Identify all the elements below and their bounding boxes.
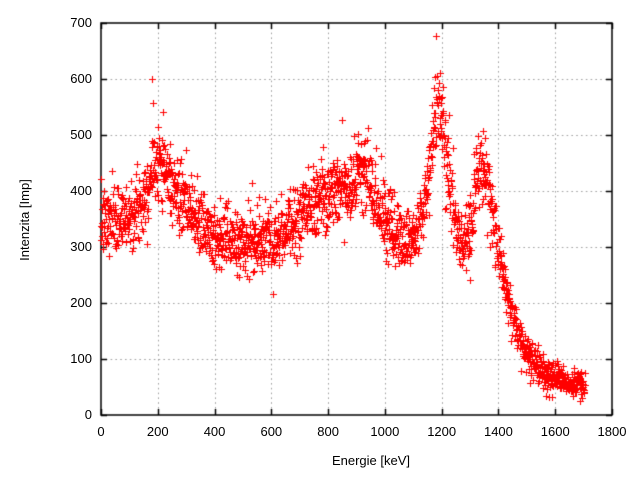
x-tick-label: 1800 (597, 424, 627, 439)
x-tick-label: 800 (317, 424, 339, 439)
x-tick-label: 1000 (370, 424, 400, 439)
y-tick-label: 200 (70, 295, 92, 310)
x-axis-title: Energie [keV] (331, 453, 411, 468)
x-tick-label: 0 (97, 424, 105, 439)
y-tick-label: 500 (70, 127, 92, 142)
x-tick-label: 200 (146, 424, 169, 439)
y-tick-label: 600 (70, 71, 92, 86)
y-tick-label: 100 (70, 351, 92, 366)
y-tick-label: 0 (84, 407, 92, 422)
y-tick-label: 300 (70, 239, 92, 254)
x-tick-label: 400 (203, 424, 226, 439)
y-tick-label: 400 (70, 183, 92, 198)
y-axis-title: Intenzita [Imp] (17, 179, 32, 261)
x-tick-label: 1400 (483, 424, 513, 439)
x-tick-label: 600 (260, 424, 283, 439)
y-tick-label: 700 (70, 15, 92, 30)
x-tick-label: 1600 (540, 424, 570, 439)
x-tick-label: 1200 (427, 424, 457, 439)
